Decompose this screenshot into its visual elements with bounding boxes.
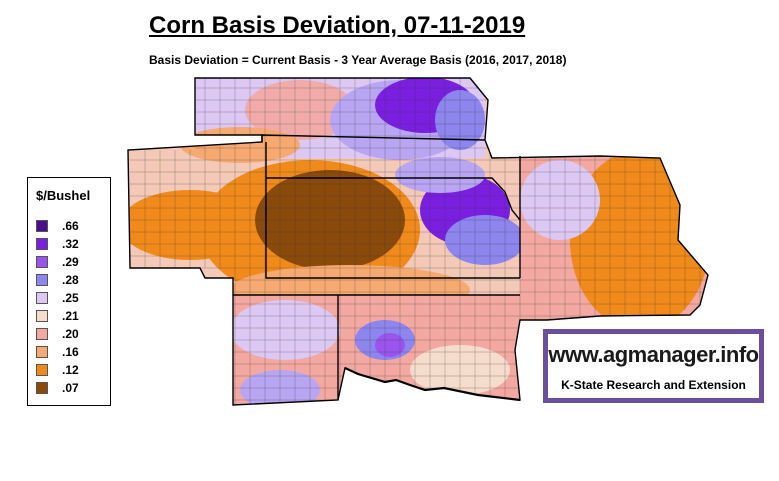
- legend-item: .21: [36, 308, 79, 324]
- legend-item: .28: [36, 272, 79, 288]
- state-borders: [127, 77, 709, 406]
- legend-swatch: [36, 256, 48, 268]
- logo-url: www.agmanager.info: [548, 342, 759, 367]
- legend-swatch: [36, 364, 48, 376]
- logo-subtext: K-State Research and Extension: [561, 378, 746, 392]
- legend-item: .66: [36, 218, 79, 234]
- legend-swatch: [36, 274, 48, 286]
- legend-item: .29: [36, 254, 79, 270]
- legend-label: .21: [62, 309, 79, 323]
- legend-swatch: [36, 310, 48, 322]
- legend-item: .12: [36, 362, 79, 378]
- legend-title: $/Bushel: [36, 188, 91, 203]
- agmanager-logo[interactable]: www.agmanager.info K-State Research and …: [543, 329, 764, 403]
- legend-swatch: [36, 220, 48, 232]
- legend-label: .66: [62, 219, 79, 233]
- legend-label: .12: [62, 363, 79, 377]
- legend-item: .16: [36, 344, 79, 360]
- legend-item: .07: [36, 380, 79, 396]
- legend-label: .32: [62, 237, 79, 251]
- map-title: Corn Basis Deviation, 07-11-2019: [149, 12, 526, 39]
- legend-label: .29: [62, 255, 79, 269]
- legend-item: .32: [36, 236, 79, 252]
- legend-label: .28: [62, 273, 79, 287]
- legend-swatch: [36, 292, 48, 304]
- legend-label: .16: [62, 345, 79, 359]
- legend-label: .25: [62, 291, 79, 305]
- legend-label: .20: [62, 327, 79, 341]
- legend-item: .20: [36, 326, 79, 342]
- legend-label: .07: [62, 381, 79, 395]
- logo-inner: www.agmanager.info K-State Research and …: [548, 334, 759, 398]
- legend-swatch: [36, 328, 48, 340]
- legend-item: .25: [36, 290, 79, 306]
- map-subtitle: Basis Deviation = Current Basis - 3 Year…: [149, 53, 567, 67]
- legend-swatch: [36, 238, 48, 250]
- legend-swatch: [36, 382, 48, 394]
- legend-swatch: [36, 346, 48, 358]
- legend: $/Bushel .66 .32 .29 .28 .25 .21 .20 .16…: [27, 177, 111, 406]
